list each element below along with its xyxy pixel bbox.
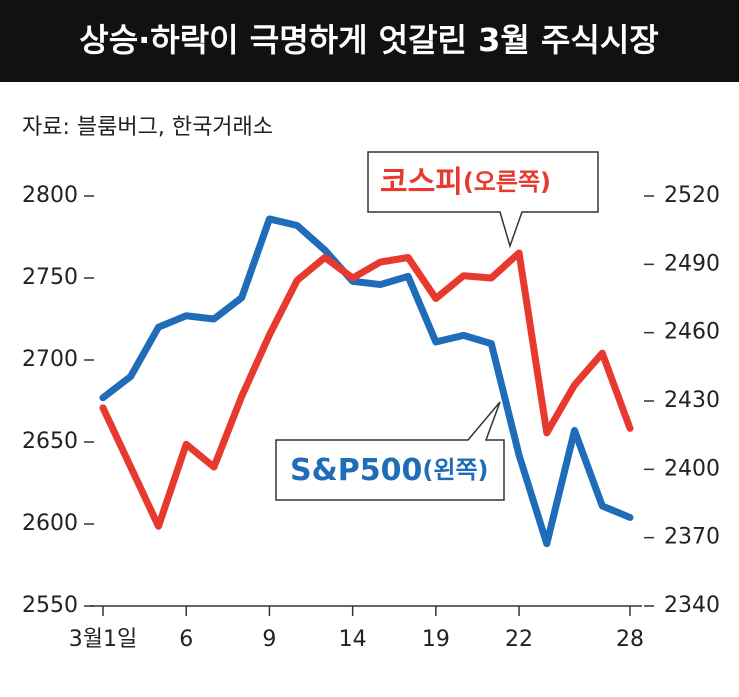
y2-tick-label: 2400	[664, 456, 720, 481]
series-label: S&P500(왼쪽)	[290, 453, 489, 488]
x-tick-label: 6	[179, 627, 193, 652]
y2-tick-label: 2370	[664, 525, 720, 550]
y2-tick-label: 2460	[664, 320, 720, 345]
y-tick-label: 2800	[22, 183, 78, 208]
x-tick-label: 22	[505, 627, 533, 652]
y2-tick-label: 2340	[664, 593, 720, 618]
x-tick-label: 19	[422, 627, 450, 652]
y2-tick-label: 2490	[664, 251, 720, 276]
x-tick-label: 3월1일	[69, 627, 137, 652]
y2-tick-label: 2430	[664, 388, 720, 413]
x-tick-label: 9	[262, 627, 276, 652]
source: 자료: 블룸버그, 한국거래소	[22, 115, 273, 140]
line-series	[99, 215, 634, 548]
x-tick-label: 14	[339, 627, 367, 652]
y-tick-label: 2600	[22, 511, 78, 536]
x-tick-label: 28	[616, 627, 644, 652]
y2-tick-label: 2520	[664, 183, 720, 208]
y-tick-label: 2750	[22, 265, 78, 290]
chart-title: 상승·하락이 극명하게 엇갈린 3월 주식시장	[79, 21, 658, 59]
line-series	[99, 249, 634, 530]
callout-box	[367, 151, 599, 249]
y-tick-label: 2550	[22, 593, 78, 618]
series-label: 코스피(오른쪽)	[380, 165, 551, 200]
y-tick-label: 2650	[22, 429, 78, 454]
y-tick-label: 2700	[22, 347, 78, 372]
callout-box	[275, 401, 505, 501]
title-bar	[0, 0, 739, 82]
